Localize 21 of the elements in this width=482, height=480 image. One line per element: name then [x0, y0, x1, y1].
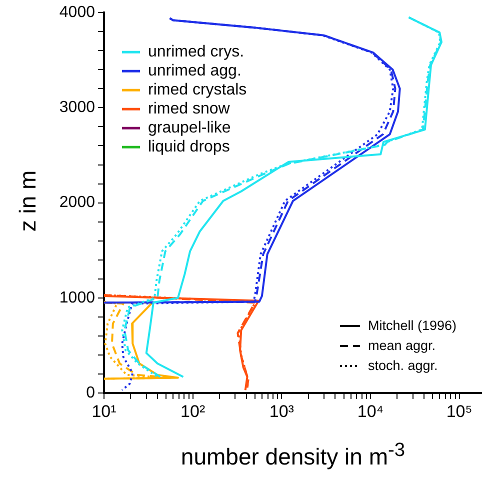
y-tick-label: 2000: [59, 194, 96, 212]
annotation: stoch. aggr.: [368, 357, 438, 375]
y-axis-title: z in m: [14, 170, 42, 232]
y-tick-label: 3000: [59, 99, 96, 116]
legend-label: rimed snow: [148, 100, 230, 118]
x-tick-label: 10⁴: [357, 402, 384, 421]
x-tick-label: 10¹: [92, 402, 117, 421]
legend-label: unrimed crys.: [148, 44, 244, 61]
x-tick-label: 10²: [180, 402, 206, 421]
annotation: Mitchell (1996): [368, 317, 457, 335]
annotation: mean aggr.: [368, 337, 436, 355]
legend-label: graupel-like: [148, 120, 231, 137]
legend-label: unrimed agg.: [148, 62, 242, 80]
x-axis-title: number density in m$^{-3}$: [180, 440, 406, 471]
y-tick-label: 1000: [59, 289, 96, 306]
y-tick-label: 4000: [59, 4, 96, 22]
legend-label: liquid drops: [148, 138, 230, 156]
legend-label: rimed crystals: [148, 82, 247, 99]
x-tick-label: 10⁵: [446, 402, 472, 421]
y-tick-label: 0: [86, 384, 96, 402]
x-tick-label: 10³: [269, 402, 294, 421]
